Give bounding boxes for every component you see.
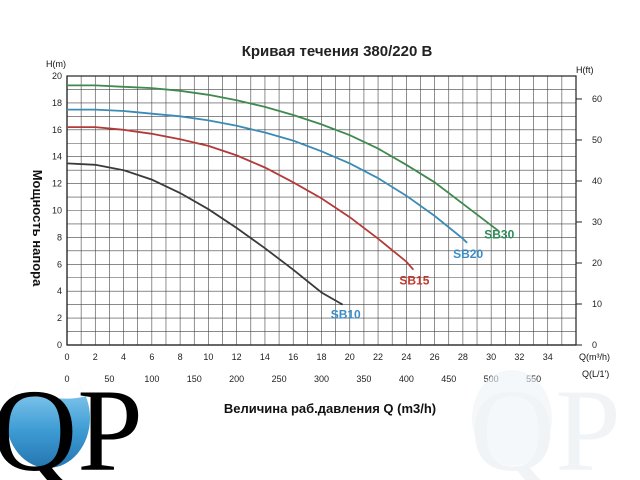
y2-tick-label: 50 (592, 135, 602, 145)
x-tick-label: 16 (288, 352, 298, 362)
y-tick-label: 18 (52, 98, 62, 108)
x2-tick-label: 350 (356, 374, 371, 384)
x2-tick-label: 400 (399, 374, 414, 384)
x-axis-label: Величина раб.давления Q (m3/h) (224, 401, 436, 416)
series-line-sb15 (67, 126, 415, 271)
y-tick-label: 20 (52, 71, 62, 81)
x-axis-unit-primary: Q(m³/h) (579, 352, 610, 362)
series-label-sb30: SB30 (484, 228, 514, 242)
y-axis-ticks: 0 2 4 6 8 10 12 14 16 18 20 (52, 71, 62, 350)
y-tick-label: 10 (52, 206, 62, 216)
x-tick-label: 12 (232, 352, 242, 362)
y2-tick-label: 40 (592, 176, 602, 186)
company-logo: QP (0, 365, 143, 480)
series-line-sb10 (66, 162, 344, 306)
x-tick-label: 14 (260, 352, 270, 362)
x-tick-label: 18 (316, 352, 326, 362)
x2-tick-label: 100 (144, 374, 159, 384)
x-tick-label: 30 (486, 352, 496, 362)
watermark-lettering: QP (470, 365, 621, 480)
grid (66, 75, 577, 346)
series-label-sb10: SB10 (331, 308, 361, 322)
logo-lettering: QP (0, 365, 143, 480)
y2-tick-label: 30 (592, 217, 602, 227)
right-axis-unit: H(ft) (576, 65, 594, 75)
x-tick-label: 6 (149, 352, 154, 362)
x-tick-label: 8 (178, 352, 183, 362)
x2-tick-label: 250 (272, 374, 287, 384)
x-tick-label: 20 (345, 352, 355, 362)
y2-tick-label: 20 (592, 258, 602, 268)
y-tick-label: 4 (57, 286, 62, 296)
x2-tick-label: 200 (229, 374, 244, 384)
y2-axis-ticks: 0 10 20 30 40 50 60 (576, 94, 602, 350)
x-tick-label: 2 (93, 352, 98, 362)
plot-frame (66, 75, 577, 346)
x2-tick-label: 300 (314, 374, 329, 384)
series-line-sb20 (67, 108, 468, 244)
watermark-ellipse (472, 370, 552, 466)
x2-tick-label: 0 (64, 374, 69, 384)
y2-tick-label: 10 (592, 299, 602, 309)
y-tick-label: 14 (52, 152, 62, 162)
y-tick-label: 8 (57, 232, 62, 242)
x-tick-label: 0 (64, 352, 69, 362)
y2-tick-label: 0 (592, 340, 597, 350)
y-tick-label: 2 (57, 313, 62, 323)
left-axis-unit: H(m) (46, 59, 66, 69)
y-axis-label: Мощность напора (30, 170, 45, 287)
x2-tick-label: 50 (104, 374, 114, 384)
series-label-sb20: SB20 (453, 247, 483, 261)
x-tick-label: 28 (458, 352, 468, 362)
y-tick-label: 16 (52, 125, 62, 135)
y2-tick-label: 60 (592, 94, 602, 104)
series-lines (66, 84, 499, 306)
y-tick-label: 6 (57, 259, 62, 269)
x-tick-label: 26 (430, 352, 440, 362)
x-tick-label: 32 (514, 352, 524, 362)
x-tick-label: 22 (373, 352, 383, 362)
logo-water-surface (8, 382, 90, 400)
x-tick-label: 24 (401, 352, 411, 362)
x-tick-label: 10 (203, 352, 213, 362)
x-axis-unit-secondary: Q(L/1') (582, 369, 609, 379)
y-tick-label: 12 (52, 179, 62, 189)
x-tick-label: 34 (543, 352, 553, 362)
series-label-sb15: SB15 (399, 274, 429, 288)
x2-tick-label: 150 (187, 374, 202, 384)
chart-title: Кривая течения 380/220 B (242, 43, 433, 60)
series-line-sb30 (67, 84, 499, 232)
x2-tick-label: 450 (441, 374, 456, 384)
watermark-logo: QP (470, 365, 621, 480)
x-axis-ticks: 0 2 4 6 8 10 12 14 16 18 20 22 24 26 28 30 32 340 50 100 150… (64, 352, 552, 384)
y-tick-label: 0 (57, 340, 62, 350)
x-tick-label: 4 (121, 352, 126, 362)
